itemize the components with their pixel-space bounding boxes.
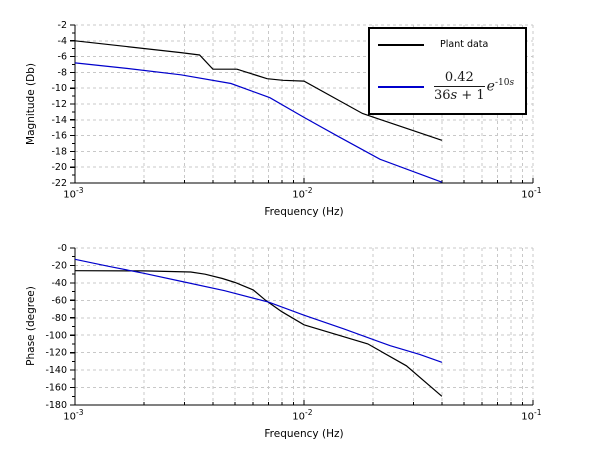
- series-line: [74, 40, 443, 141]
- y-tick-label: -2: [58, 20, 67, 31]
- y-tick-label: -100: [45, 330, 67, 341]
- formula-exp-base: e: [486, 78, 495, 95]
- y-tick-label: -0: [58, 243, 67, 254]
- y-tick-label: -14: [51, 115, 67, 126]
- y-tick-label: -60: [51, 295, 67, 306]
- formula-fraction-bar: [434, 86, 485, 87]
- y-tick-label: -160: [45, 383, 67, 394]
- formula-numerator: 0.42: [444, 70, 474, 85]
- y-tick-label: -10: [51, 83, 67, 94]
- series-line: [74, 62, 443, 183]
- x-tick-base: 10: [521, 189, 535, 201]
- formula-den-const: + 1: [457, 88, 485, 103]
- legend-line-plant-data: [378, 43, 424, 46]
- legend: Plant data 0.42 36s + 1 e-10s: [368, 27, 527, 115]
- x-tick-label: 10-1: [521, 408, 541, 422]
- x-tick-exponent: -1: [534, 408, 542, 417]
- x-tick-label: 10-1: [521, 186, 541, 200]
- x-tick-label: 10-2: [292, 408, 312, 422]
- formula-exp-var: s: [509, 78, 515, 89]
- x-tick-base: 10: [292, 411, 306, 423]
- y-tick-label: -8: [58, 67, 67, 78]
- y-tick-label: -18: [51, 146, 67, 157]
- x-axis-title-phase: Frequency (Hz): [264, 428, 344, 440]
- formula-fraction: 0.42 36s + 1: [434, 70, 485, 103]
- legend-entry-plant-data: Plant data: [370, 39, 525, 50]
- y-tick-label: -22: [51, 178, 67, 189]
- y-tick-label: -180: [45, 400, 67, 411]
- y-tick-label: -20: [51, 260, 67, 271]
- formula-exponential: e-10s: [487, 78, 514, 95]
- x-axis-title-magnitude: Frequency (Hz): [264, 206, 344, 218]
- x-tick-label: 10-2: [292, 186, 312, 200]
- y-tick-label: -4: [58, 36, 67, 47]
- formula-exp-coeff: -10: [494, 78, 510, 89]
- formula-den-coeff: 36: [434, 88, 451, 103]
- x-tick-exponent: -2: [305, 186, 313, 195]
- y-tick-label: -120: [45, 348, 67, 359]
- y-tick-label: -140: [45, 365, 67, 376]
- x-tick-base: 10: [521, 411, 535, 423]
- formula-denominator: 36s + 1: [434, 88, 485, 103]
- y-tick-label: -12: [51, 99, 67, 110]
- x-tick-base: 10: [292, 189, 306, 201]
- x-tick-exponent: -3: [76, 186, 84, 195]
- x-tick-label: 10-3: [63, 186, 83, 200]
- x-tick-base: 10: [63, 411, 77, 423]
- y-tick-label: -20: [51, 162, 67, 173]
- legend-entry-model: 0.42 36s + 1 e-10s: [370, 70, 525, 103]
- y-tick-label: -80: [51, 313, 67, 324]
- series-line: [74, 258, 443, 363]
- x-tick-base: 10: [63, 189, 77, 201]
- y-tick-label: -6: [58, 52, 67, 63]
- x-tick-exponent: -1: [534, 186, 542, 195]
- y-axis-title-magnitude: Magnitude (Db): [25, 63, 37, 145]
- legend-line-model: [378, 85, 424, 88]
- y-tick-label: -16: [51, 131, 67, 142]
- x-tick-exponent: -3: [76, 408, 84, 417]
- y-axis-title-phase: Phase (degree): [25, 286, 37, 366]
- y-tick-label: -40: [51, 278, 67, 289]
- series-line: [74, 270, 443, 397]
- x-tick-label: 10-3: [63, 408, 83, 422]
- formula-exp-sup: -10s: [495, 78, 514, 88]
- legend-label-plant-data: Plant data: [440, 39, 489, 50]
- x-tick-exponent: -2: [305, 408, 313, 417]
- formula-den-var: s: [450, 88, 458, 103]
- model-formula: 0.42 36s + 1 e-10s: [434, 70, 514, 103]
